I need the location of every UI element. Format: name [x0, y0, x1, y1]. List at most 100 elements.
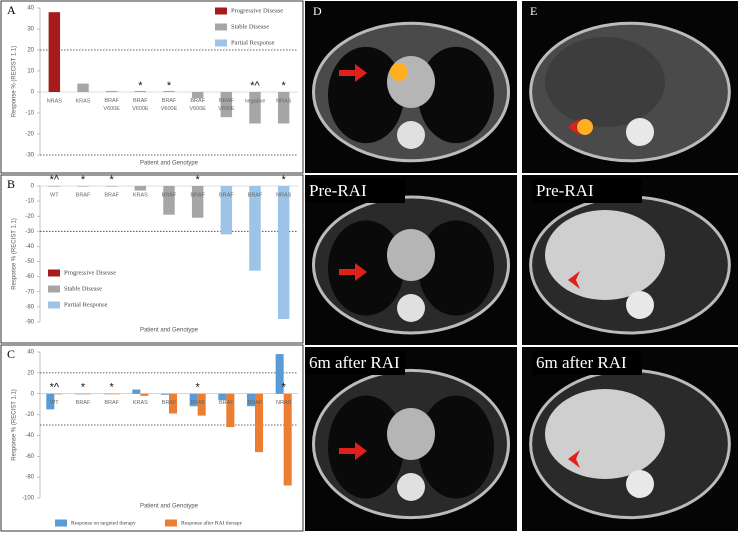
x-tick-label: BRAF — [104, 192, 119, 198]
bar — [249, 92, 261, 124]
image-caption: Pre-RAI — [309, 181, 367, 200]
annotation-marker: * — [282, 382, 287, 394]
bar — [132, 389, 141, 394]
bar — [74, 393, 83, 395]
arrow — [339, 442, 367, 460]
x-tick-label: BRAF — [104, 400, 119, 406]
y-tick-label: 30 — [27, 27, 34, 33]
y-tick-label: 0 — [31, 391, 35, 397]
y-tick-label: -50 — [25, 259, 34, 265]
bar — [277, 186, 290, 319]
bar — [77, 83, 89, 92]
scan-liver — [545, 210, 665, 300]
legend-swatch — [55, 519, 67, 527]
x-tick-label: BRAF V600E — [161, 98, 178, 112]
bar — [77, 186, 89, 187]
y-tick-label: -30 — [25, 153, 34, 159]
x-tick-label: negative — [245, 98, 266, 104]
bar — [48, 186, 61, 187]
x-tick-label: NRAS — [276, 400, 292, 406]
y-tick-label: -10 — [25, 199, 34, 205]
legend-label: Partial Response — [64, 301, 108, 308]
y-tick-label: 40 — [27, 6, 34, 12]
annotation-marker: * — [282, 80, 287, 92]
annotation-marker: * — [138, 80, 143, 92]
bar — [277, 92, 290, 124]
scan-liver — [545, 37, 665, 127]
scan-lung — [418, 395, 494, 499]
bar — [218, 393, 227, 400]
y-tick-label: 10 — [27, 69, 34, 75]
x-tick-label: BRAF — [76, 192, 91, 198]
y-tick-label: -100 — [22, 496, 35, 502]
annotation-marker: *^ — [250, 80, 260, 92]
bar — [140, 393, 149, 396]
bar — [160, 393, 169, 395]
image-caption: Pre-RAI — [536, 181, 594, 200]
y-tick-label: -30 — [25, 229, 34, 235]
y-tick-label: -10 — [25, 111, 34, 117]
x-tick-label: NRAS — [47, 98, 63, 104]
panel-label: B — [7, 177, 15, 191]
panel-label: C — [7, 347, 15, 361]
bar — [255, 393, 264, 453]
bar — [111, 393, 120, 395]
x-tick-label: NRAS — [276, 192, 292, 198]
bar — [105, 186, 118, 187]
bar — [163, 186, 175, 215]
scan-mediastinum — [387, 229, 435, 281]
caption-background — [305, 351, 405, 375]
y-tick-label: 40 — [27, 350, 34, 356]
legend-swatch — [215, 7, 227, 15]
y-tick-label: 0 — [31, 184, 35, 190]
bar — [48, 12, 61, 93]
y-tick-label: -20 — [25, 132, 34, 138]
x-tick-label: BRAF — [248, 192, 263, 198]
annotation-marker: *^ — [50, 382, 60, 394]
bar — [249, 186, 261, 271]
scan-vertebra — [626, 291, 654, 319]
chevron — [568, 271, 580, 289]
y-tick-label: -80 — [25, 304, 34, 310]
x-axis-label: Patient and Genotype — [140, 504, 199, 510]
x-tick-label: NRAS — [276, 98, 292, 104]
bar — [220, 92, 233, 118]
bar — [169, 393, 178, 414]
annotation-marker: * — [110, 382, 115, 394]
panel-label: A — [7, 3, 16, 17]
scan-lung — [418, 46, 494, 144]
scan-vertebra — [397, 121, 425, 149]
annotation-marker: * — [81, 174, 86, 186]
scan-mediastinum — [387, 56, 435, 108]
x-tick-label: BRAF — [76, 400, 91, 406]
bar — [54, 393, 63, 395]
legend-label: Response after RAI therapy — [181, 519, 242, 526]
bar — [189, 393, 198, 407]
x-tick-label: BRAF — [190, 400, 205, 406]
arrow — [339, 263, 367, 281]
scan-lung — [328, 220, 404, 316]
x-tick-label: KRAS — [76, 98, 91, 104]
y-tick-label: -40 — [25, 433, 34, 439]
legend-swatch — [165, 519, 177, 527]
image-caption: 6m after RAI — [536, 353, 627, 372]
panel-frame — [0, 0, 304, 174]
y-axis-label: Response % (RECIST 1.1) — [12, 46, 18, 118]
bar — [220, 186, 233, 235]
x-axis-label: Patient and Genotype — [140, 161, 199, 167]
scan-mediastinum — [387, 408, 435, 460]
legend-swatch — [215, 39, 227, 47]
x-tick-label: WT — [50, 400, 59, 406]
y-axis-label: Response % (RECIST 1.1) — [12, 218, 18, 290]
bar — [103, 393, 112, 395]
bar — [283, 393, 292, 486]
legend-label: Partial Response — [231, 39, 275, 46]
bar — [163, 90, 175, 92]
panel-label: D — [313, 4, 322, 18]
y-tick-label: -20 — [25, 412, 34, 418]
uptake-spot — [390, 63, 408, 81]
legend-swatch — [48, 301, 60, 309]
x-tick-label: BRAF — [162, 192, 177, 198]
y-tick-label: 20 — [27, 370, 34, 376]
y-tick-label: -40 — [25, 244, 34, 250]
